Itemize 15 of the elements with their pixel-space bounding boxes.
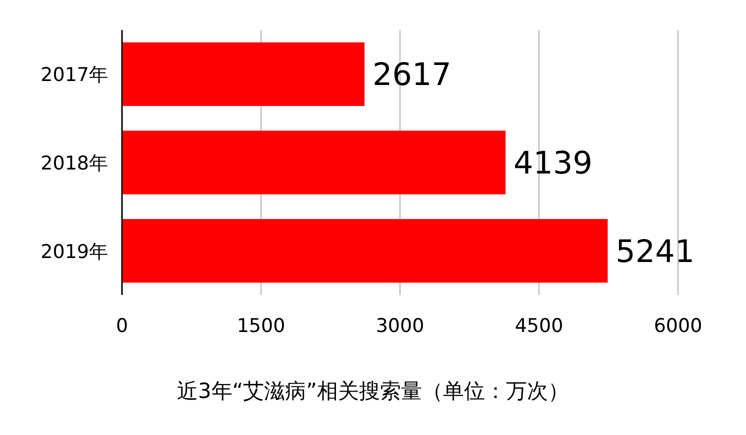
data-label: 2617 (372, 57, 452, 94)
x-tick-label: 3000 (376, 315, 424, 337)
y-tick-label: 2019年 (40, 240, 108, 263)
bar (122, 130, 506, 194)
data-label: 5241 (616, 234, 695, 270)
y-tick-label: 2018年 (40, 152, 108, 174)
x-tick-label: 0 (116, 315, 128, 337)
text: 近3年“艾滋病”相关搜索量（单位：万次） (176, 379, 570, 403)
y-tick-label: 2017年 (40, 64, 108, 86)
x-tick-label: 1500 (236, 315, 286, 337)
data-label: 4139 (514, 146, 592, 182)
bar (122, 219, 608, 283)
x-tick-label: 4500 (514, 315, 564, 337)
bar (122, 42, 365, 106)
x-tick-label: 6000 (654, 315, 702, 337)
